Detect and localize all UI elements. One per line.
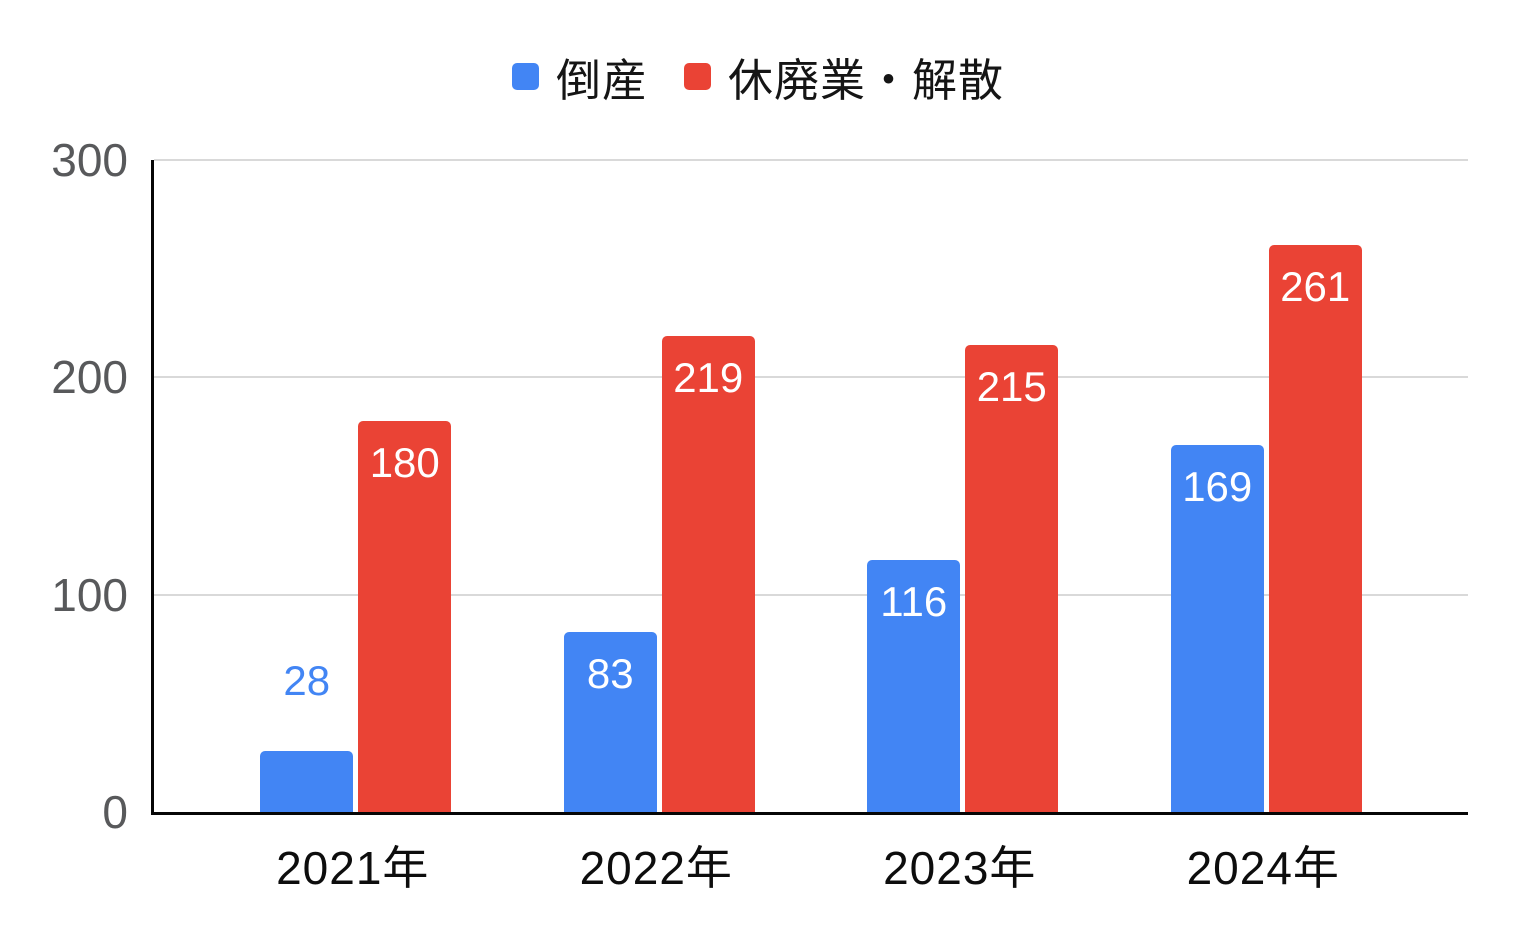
- chart-legend: 倒産 休廃業・解散: [0, 44, 1516, 109]
- gridline-200: [154, 376, 1468, 379]
- y-tick-200: 200: [51, 351, 128, 404]
- legend-label-tosan: 倒産: [555, 55, 648, 106]
- x-tick-2021年: 2021年: [276, 842, 430, 894]
- bar-value-label-tosan-2023年: 116: [880, 577, 948, 625]
- legend-label-kyuhaigyo-kaisan: 休廃業・解散: [728, 55, 1005, 106]
- bar-tosan-2022年[interactable]: 83: [563, 631, 657, 812]
- bar-value-label-kyuhaigyo-kaisan-2021年: 180: [369, 438, 440, 486]
- bar-group-2024年: 169 261: [1115, 160, 1419, 812]
- bar-kyuhaigyo-kaisan-2022年[interactable]: 219: [661, 336, 755, 812]
- x-tick-2023年: 2023年: [883, 842, 1037, 894]
- bar-group-2023年: 116 215: [811, 160, 1115, 812]
- x-axis: 2021年 2022年 2023年 2024年: [151, 832, 1465, 898]
- legend-swatch-red-icon: [684, 63, 711, 90]
- gridline-300: [154, 159, 1468, 161]
- x-tick-2022年: 2022年: [579, 842, 733, 894]
- bar-value-label-kyuhaigyo-kaisan-2022年: 219: [673, 354, 744, 402]
- bar-value-label-tosan-2022年: 83: [586, 649, 634, 697]
- bar-group-2022年: 83 219: [508, 160, 812, 812]
- bar-kyuhaigyo-kaisan-2021年[interactable]: 180: [358, 420, 452, 812]
- y-axis: 300 200 100 0: [0, 134, 130, 838]
- bar-value-label-tosan-2024年: 169: [1182, 462, 1253, 510]
- legend-item-tosan[interactable]: 倒産: [511, 44, 648, 109]
- x-tick-2024年: 2024年: [1186, 842, 1340, 894]
- bar-groups: 28 180 83 219 116 215 169 261: [154, 160, 1468, 812]
- legend-swatch-blue-icon: [511, 63, 539, 90]
- bar-tosan-2023年[interactable]: 116: [867, 559, 961, 812]
- bar-tosan-2024年[interactable]: 169: [1170, 444, 1264, 812]
- y-tick-0: 0: [102, 786, 128, 838]
- bar-kyuhaigyo-kaisan-2024年[interactable]: 261: [1268, 244, 1362, 812]
- bar-value-label-kyuhaigyo-kaisan-2023年: 215: [976, 362, 1047, 410]
- legend-item-kyuhaigyo-kaisan[interactable]: 休廃業・解散: [684, 44, 1004, 109]
- bar-tosan-2021年[interactable]: 28: [260, 659, 354, 812]
- bar-value-label-tosan-2021年: 28: [283, 657, 331, 705]
- y-tick-100: 100: [51, 568, 128, 621]
- bar-value-label-kyuhaigyo-kaisan-2024年: 261: [1280, 262, 1351, 310]
- bar-group-2021年: 28 180: [204, 160, 508, 812]
- y-tick-300: 300: [51, 134, 128, 186]
- plot-area: 28 180 83 219 116 215 169 261: [151, 159, 1468, 815]
- gridline-100: [154, 593, 1468, 596]
- bar-kyuhaigyo-kaisan-2023年[interactable]: 215: [965, 344, 1059, 812]
